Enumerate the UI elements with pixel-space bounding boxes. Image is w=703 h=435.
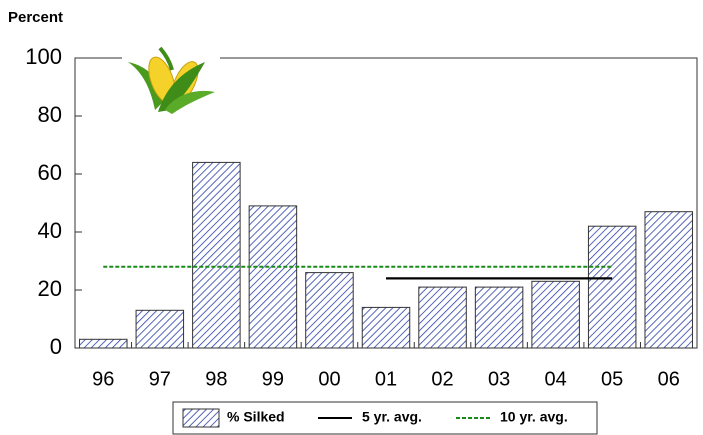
bar [419, 287, 466, 348]
bar [80, 339, 127, 348]
legend-label: 10 yr. avg. [500, 409, 568, 425]
x-tick-label: 04 [545, 368, 567, 390]
legend-label: % Silked [227, 409, 285, 425]
axis-title: Percent [8, 9, 63, 26]
y-tick-label: 0 [50, 334, 62, 359]
legend: % Silked 5 yr. avg. 10 yr. avg. [173, 402, 597, 434]
y-tick-label: 80 [38, 102, 62, 127]
bar [362, 307, 409, 348]
x-tick-label: 02 [431, 368, 453, 390]
x-tick-label: 00 [318, 368, 340, 390]
y-tick-label: 40 [38, 218, 62, 243]
bar [645, 212, 692, 348]
bar [588, 226, 635, 348]
y-tick-label: 20 [38, 276, 62, 301]
page: {"chart_data": {"type": "bar", "title": … [0, 0, 703, 435]
corn-icon [122, 44, 220, 114]
x-tick-label: 05 [601, 368, 623, 390]
plot-area: 0 20 40 60 80 100 96 97 98 99 00 01 02 03 04 05 06 [25, 44, 697, 390]
bar [532, 281, 579, 348]
x-tick-label: 99 [262, 368, 284, 390]
x-tick-label: 03 [488, 368, 510, 390]
bar [306, 273, 353, 348]
x-tick-label: 98 [205, 368, 227, 390]
y-tick-label: 100 [25, 44, 62, 69]
bar [193, 162, 240, 348]
x-tick-label: 97 [149, 368, 171, 390]
x-tick-label: 06 [658, 368, 680, 390]
bar [136, 310, 183, 348]
x-tick-label: 96 [92, 368, 114, 390]
legend-swatch [183, 409, 219, 427]
chart: Percent 0 20 40 60 80 100 96 97 98 99 00 01 02 03 04 05… [0, 0, 703, 435]
bar [475, 287, 522, 348]
y-tick-label: 60 [38, 160, 62, 185]
bar [249, 206, 296, 348]
legend-label: 5 yr. avg. [362, 409, 422, 425]
x-tick-label: 01 [375, 368, 397, 390]
